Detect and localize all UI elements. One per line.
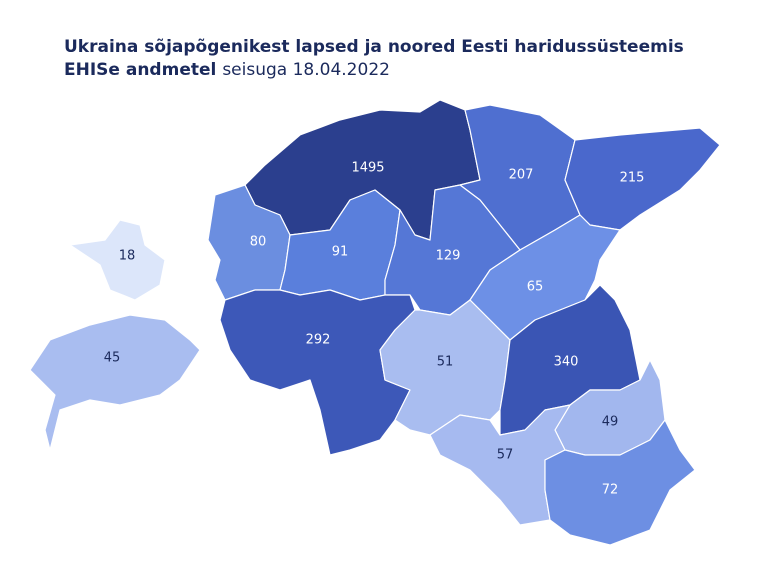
title-line: EHISe andmetel	[64, 60, 216, 80]
region-value-label: 65	[527, 280, 544, 295]
region	[29, 314, 201, 451]
region	[564, 127, 721, 231]
region	[69, 219, 166, 301]
region-value-label: 1495	[351, 161, 384, 176]
regions: 1495 207 215 18 80 91 129 65 45 292 51 340 49 57 72	[29, 99, 721, 546]
region-value-label: 292	[306, 333, 331, 348]
subtitle: seisuga 18.04.2022	[222, 60, 390, 80]
region-value-label: 129	[436, 249, 461, 264]
region-value-label: 18	[119, 249, 136, 264]
title-line-2: EHISe andmetel seisuga 18.04.2022	[64, 60, 390, 80]
region-value-label: 57	[497, 448, 514, 463]
region-value-label: 207	[509, 168, 534, 183]
region-value-label: 340	[554, 355, 579, 370]
region-value-label: 51	[437, 355, 454, 370]
title-line: Ukraina sõjapõgenikest lapsed ja noored …	[64, 37, 684, 57]
region-value-label: 215	[620, 171, 645, 186]
region	[544, 419, 696, 546]
region-value-label: 91	[332, 245, 349, 260]
region-value-label: 72	[602, 483, 619, 498]
region-value-label: 49	[602, 415, 619, 430]
region-value-label: 45	[104, 351, 121, 366]
region-value-label: 80	[250, 235, 267, 250]
